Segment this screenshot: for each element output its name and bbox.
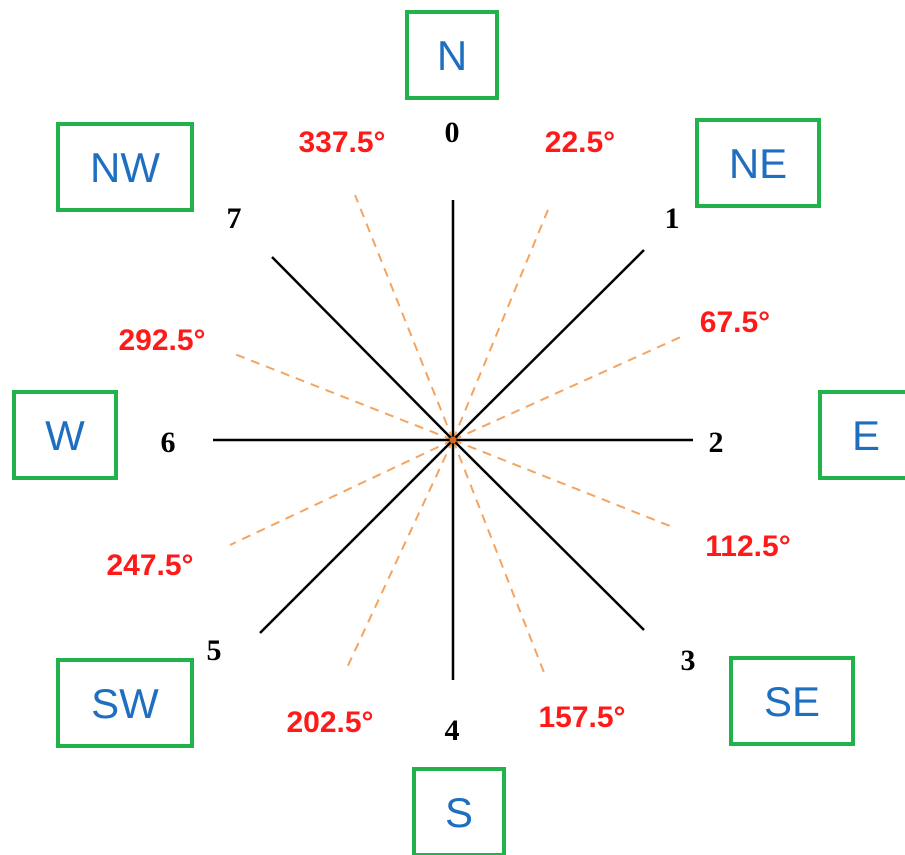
direction-line-sw — [259, 439, 454, 634]
angle-label-22: 22.5° — [545, 126, 615, 159]
sector-number-4: 4 — [445, 714, 460, 747]
sector-number-0: 0 — [445, 116, 460, 149]
direction-lines — [213, 200, 693, 680]
direction-line-se — [452, 439, 645, 631]
boundary-line-247 — [229, 439, 454, 546]
angle-label-67: 67.5° — [700, 306, 770, 339]
angle-label-337: 337.5° — [298, 126, 385, 159]
sector-number-2: 2 — [709, 426, 724, 459]
boundary-line-337 — [354, 194, 454, 441]
boundary-line-292 — [231, 352, 454, 441]
direction-label-nw: NW — [90, 144, 160, 191]
sector-number-1: 1 — [665, 202, 680, 235]
box-sw — [56, 658, 194, 748]
direction-label-s: S — [445, 789, 473, 836]
direction-label-se: SE — [764, 678, 820, 725]
angle-label-292: 292.5° — [118, 324, 205, 357]
box-ne — [695, 118, 821, 208]
boundary-line-22 — [452, 204, 551, 441]
sector-boundary-lines — [229, 194, 686, 676]
box-nw — [56, 122, 194, 212]
box-w — [12, 390, 118, 480]
boundary-line-202 — [344, 439, 454, 673]
angle-label-202: 202.5° — [286, 706, 373, 739]
sector-number-7: 7 — [227, 202, 242, 235]
direction-label-n: N — [437, 32, 467, 79]
boundary-line-112 — [452, 439, 676, 529]
angle-label-247: 247.5° — [106, 549, 193, 582]
direction-line-nw — [271, 256, 454, 441]
sector-number-6: 6 — [161, 426, 176, 459]
boundary-line-67 — [452, 334, 686, 441]
direction-boxes — [12, 10, 905, 855]
sector-number-5: 5 — [207, 634, 222, 667]
box-e — [818, 390, 905, 480]
direction-label-sw: SW — [91, 680, 159, 727]
sector-number-3: 3 — [681, 644, 696, 677]
box-s — [412, 767, 506, 855]
box-n — [405, 10, 499, 100]
center-point — [449, 436, 457, 444]
direction-label-w: W — [45, 412, 85, 459]
angle-label-157: 157.5° — [538, 701, 625, 734]
boundary-line-157 — [452, 439, 546, 676]
direction-line-ne — [452, 249, 645, 441]
direction-label-ne: NE — [729, 140, 787, 187]
box-se — [729, 656, 855, 746]
angle-label-112: 112.5° — [705, 530, 790, 563]
direction-label-e: E — [852, 412, 880, 459]
